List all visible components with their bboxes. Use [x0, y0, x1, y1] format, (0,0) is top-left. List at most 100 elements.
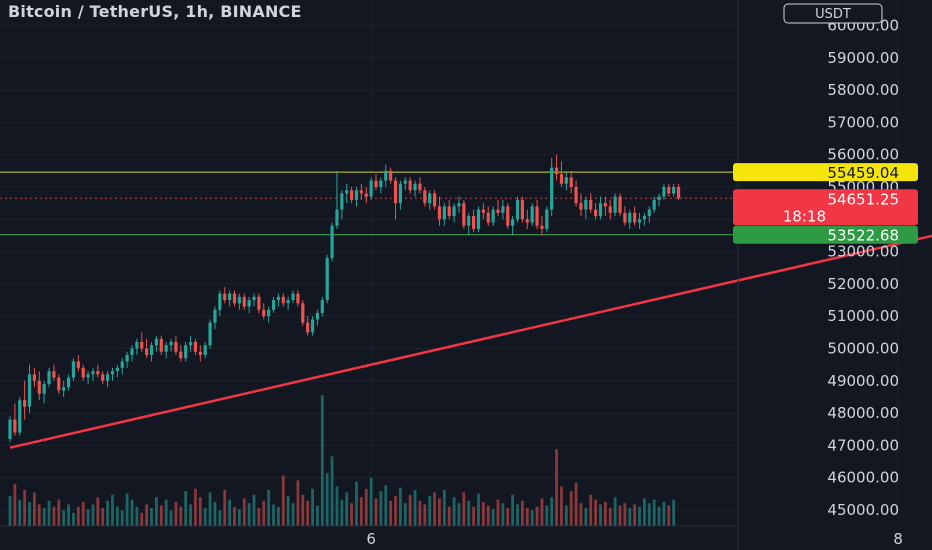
candle-body [325, 258, 329, 301]
volume-bar [208, 492, 212, 526]
candle-body [579, 203, 583, 210]
candle-body [62, 387, 66, 391]
volume-bar [286, 496, 290, 526]
volume-bar [418, 500, 422, 526]
candle-body [213, 309, 217, 323]
candle-body [301, 303, 305, 323]
candle-body [228, 293, 232, 301]
candle-body [66, 377, 71, 388]
candle-body [594, 209, 598, 217]
volume-bar [501, 503, 505, 526]
candle-body [598, 203, 603, 217]
volume-bar [584, 508, 588, 526]
volume-bar [164, 499, 168, 526]
trend-line[interactable] [9, 124, 932, 449]
volume-bar [140, 512, 144, 526]
volume-bar [28, 502, 31, 526]
volume-bar [525, 508, 529, 526]
horizontal-levels[interactable] [0, 171, 738, 236]
volume-bar [364, 488, 368, 526]
candle-body [628, 212, 632, 223]
volume-bar [486, 505, 490, 526]
volume-bar [76, 506, 80, 526]
candle-body [188, 342, 193, 346]
volume-bar [247, 503, 251, 526]
candle-body [42, 384, 46, 394]
candle-body [667, 187, 671, 194]
candle-body [169, 342, 173, 346]
candle-body [110, 371, 115, 375]
candle-body [208, 322, 212, 346]
volume-bar [213, 502, 217, 526]
candle-body [467, 216, 471, 226]
volume-bar [462, 492, 466, 526]
y-tick-label: 61000.00 [827, 0, 899, 2]
candle-body [491, 209, 495, 223]
candle-body [574, 187, 578, 204]
candle-body [462, 203, 466, 226]
candle-body [52, 371, 56, 378]
candle-body [379, 180, 383, 187]
volume-bar [633, 504, 637, 526]
candle-body [623, 212, 627, 223]
candle-body [413, 183, 417, 191]
volume-bar [233, 506, 236, 526]
candle-body [613, 196, 617, 213]
y-tick-label: 45000.00 [827, 501, 899, 519]
y-tick-label: 48000.00 [827, 404, 899, 422]
candle-body [18, 400, 22, 433]
y-tick-label: 47000.00 [827, 436, 899, 454]
volume-bar [516, 504, 519, 526]
candle-body [76, 361, 80, 368]
volume-bar [618, 505, 622, 526]
candle-body [120, 361, 124, 368]
volume-bar [8, 496, 12, 526]
volume-bar [657, 506, 661, 526]
volume-bar [374, 498, 378, 526]
volume-bar [399, 487, 402, 526]
unit-badge[interactable] [783, 3, 883, 24]
volume-bar [457, 503, 461, 526]
volume-bar [296, 480, 300, 526]
candle-body [57, 377, 61, 391]
volume-bar [350, 503, 353, 526]
volume-bar [413, 490, 417, 526]
trendline[interactable] [9, 124, 932, 449]
volume-bar [452, 497, 456, 526]
y-tick-label: 59000.00 [827, 49, 899, 67]
candle-body [496, 209, 500, 213]
volume-bar [155, 497, 158, 526]
candle-body [637, 219, 642, 223]
volume-bar [237, 509, 241, 526]
candle-body [252, 296, 256, 301]
volume-bar [340, 499, 344, 526]
candle-body [198, 351, 202, 355]
candle-body [91, 371, 95, 375]
volume-bar [355, 481, 358, 526]
volume-bar [579, 503, 583, 526]
candle-body [262, 309, 266, 317]
volume-bar [408, 494, 412, 526]
candle-body [452, 206, 456, 217]
candle-body [237, 296, 241, 304]
y-tick-label: 56000.00 [827, 146, 899, 164]
volume-bar [262, 500, 266, 526]
candle-body [520, 199, 524, 220]
candle-body [184, 345, 188, 359]
candle-body [589, 199, 593, 210]
candle-body [437, 206, 442, 220]
volume-bar [379, 491, 383, 526]
volume-bar [13, 484, 17, 526]
candle-body [423, 190, 427, 204]
volume-bar [106, 500, 109, 526]
candle-body [306, 322, 310, 333]
volume-bar [330, 456, 334, 526]
candle-body [530, 206, 534, 223]
candle-body [101, 374, 105, 381]
candle-body [232, 293, 237, 304]
x-tick-label: 6 [366, 530, 376, 548]
candle-body [154, 338, 158, 346]
y-tick-label: 58000.00 [827, 81, 899, 99]
